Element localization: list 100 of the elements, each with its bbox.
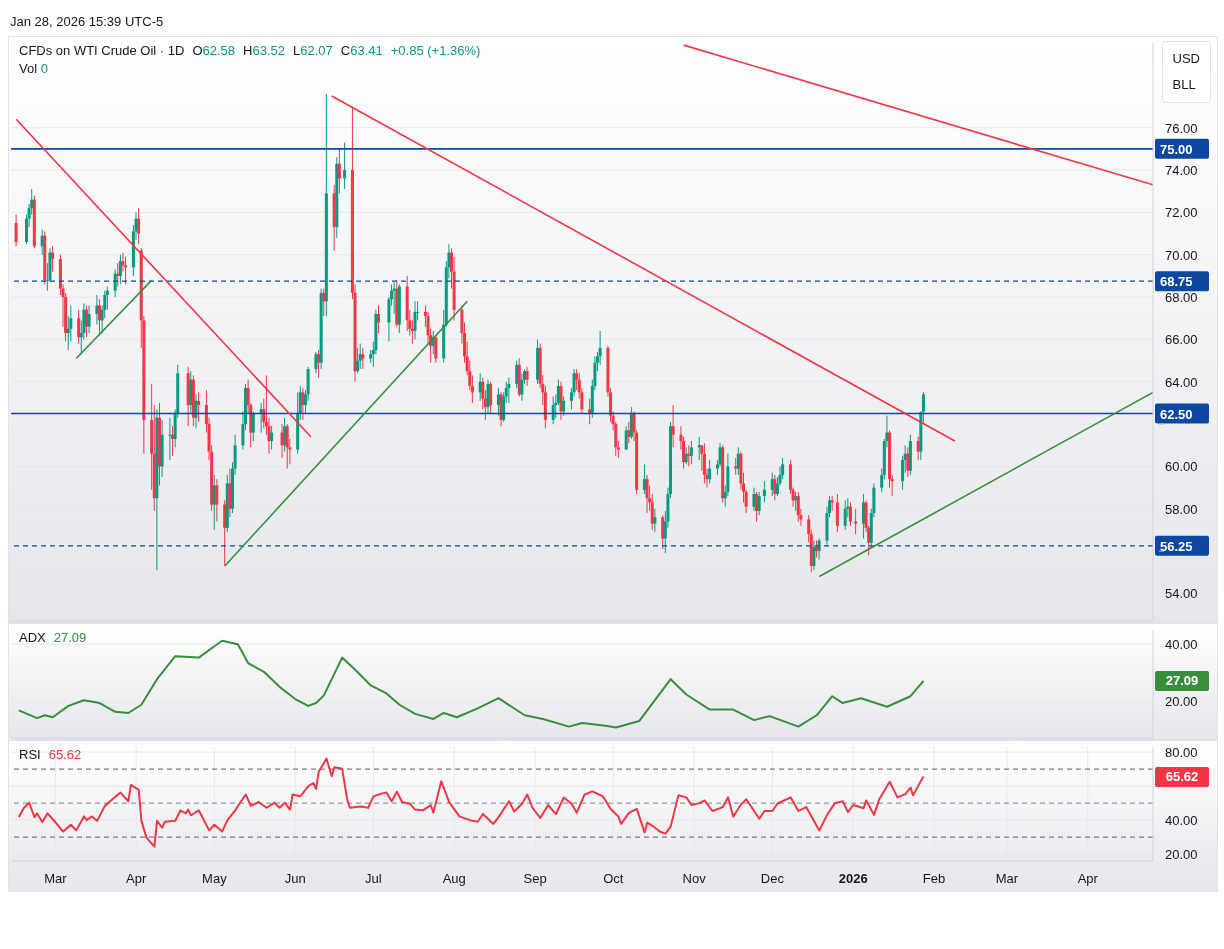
candlestick (215, 478, 219, 522)
candlestick (671, 404, 675, 448)
candlestick (848, 501, 852, 527)
candlestick (197, 391, 201, 423)
x-tick-label: May (202, 871, 228, 886)
candlestick (270, 425, 274, 451)
candlestick (343, 142, 347, 190)
ref-line-label: 62.50 (1160, 406, 1193, 422)
y-tick-label: 74.00 (1165, 163, 1198, 179)
x-tick-label: Apr (1077, 871, 1099, 886)
annotation: H63.52 (243, 43, 286, 58)
chart-title: RSI (19, 747, 41, 762)
text: 65.62 (1165, 768, 1199, 784)
candlestick (361, 347, 365, 370)
candlestick (755, 491, 759, 522)
annotation: +0.85 (+1.36%) (390, 43, 481, 58)
y-tick-label: 70.00 (1165, 247, 1198, 263)
candlestick (702, 442, 706, 484)
x-tick-label: Mar (44, 871, 68, 886)
x-tick-label: Nov (682, 871, 707, 886)
line-series (17, 757, 925, 848)
candlestick (773, 474, 777, 501)
candlestick (322, 288, 326, 317)
candlestick (624, 425, 628, 451)
candlestick (496, 387, 500, 417)
annotation: O62.58 (192, 43, 236, 58)
unit-box: USD BLL (1161, 41, 1211, 103)
annotation: 65.62 (48, 747, 82, 762)
candlestick (489, 381, 493, 415)
annotation: L62.07 (293, 43, 333, 58)
candlestick (562, 396, 566, 417)
x-tick-label: Sep (523, 871, 547, 886)
y-tick-label: 68.00 (1165, 290, 1198, 306)
candlestick (835, 493, 839, 533)
y-tick-label: 20.00 (1165, 694, 1198, 710)
candlestick (14, 213, 18, 247)
x-tick-label: Dec (760, 871, 785, 886)
candlestick (377, 305, 380, 334)
chart-title: ADX (19, 630, 46, 645)
y-tick-label: 20.00 (1165, 847, 1198, 863)
y-tick-label: 40.00 (1165, 813, 1198, 829)
chart-title: CFDs on WTI Crude Oil · 1D (19, 43, 185, 58)
candlestick (515, 360, 519, 389)
ref-line-label: 56.25 (1160, 538, 1193, 554)
text: Jan 28, 2026 15:39 UTC-5 (9, 13, 165, 31)
candlestick (251, 410, 255, 442)
ref-line-label: 68.75 (1160, 274, 1193, 290)
candlestick (413, 300, 417, 340)
candlestick (84, 305, 88, 338)
y-tick-label: 54.00 (1165, 586, 1198, 602)
candlestick (171, 425, 175, 457)
candlestick (124, 256, 128, 285)
candlestick (137, 207, 141, 245)
candlestick (627, 421, 631, 444)
text: 27.09 (1165, 672, 1199, 688)
y-tick-label: 60.00 (1165, 459, 1198, 475)
x-tick-label: Oct (603, 871, 624, 886)
y-tick-label: 58.00 (1165, 501, 1198, 517)
candlestick (708, 459, 712, 484)
candlestick (223, 499, 227, 567)
candlestick (794, 491, 798, 512)
y-tick-label: 72.00 (1165, 205, 1198, 221)
ref-line-label: 75.00 (1160, 141, 1193, 157)
candlestick (551, 396, 555, 425)
candlestick (642, 463, 646, 495)
text: Vol 0 (19, 61, 48, 76)
candlestick (762, 480, 766, 503)
candlestick (314, 351, 318, 374)
x-tick-label: Mar (995, 871, 1019, 886)
x-tick-label: Jun (284, 871, 306, 886)
candlestick (653, 508, 657, 533)
x-tick-label: Apr (126, 871, 147, 886)
candlestick (51, 245, 55, 273)
candlestick (337, 148, 341, 194)
x-tick-label: Aug (442, 871, 466, 886)
y-tick-label: 40.00 (1165, 637, 1198, 653)
candlestick (752, 487, 756, 512)
candlestick (301, 387, 305, 421)
x-tick-label: 2026 (838, 871, 868, 886)
candlestick (843, 499, 847, 531)
candlestick (507, 377, 511, 404)
annotation: C63.41 (340, 43, 383, 58)
y-tick-label: 80.00 (1165, 745, 1198, 761)
candlestick (520, 372, 524, 402)
candlestick (434, 334, 438, 364)
candlestick (168, 417, 172, 461)
candlestick (689, 440, 693, 465)
candlestick (588, 398, 592, 425)
y-tick-label: 76.00 (1165, 120, 1198, 136)
x-tick-label: Feb (922, 871, 946, 886)
candlestick (98, 298, 102, 336)
candlestick (87, 305, 91, 334)
candlestick (796, 491, 800, 522)
candlestick (854, 508, 858, 535)
y-tick-label: 64.00 (1165, 374, 1198, 390)
annotation: 27.09 (53, 630, 87, 645)
candlestick (113, 269, 117, 298)
candlestick (645, 474, 649, 514)
x-tick-label: Jul (365, 871, 382, 886)
y-tick-label: 66.00 (1165, 332, 1198, 348)
